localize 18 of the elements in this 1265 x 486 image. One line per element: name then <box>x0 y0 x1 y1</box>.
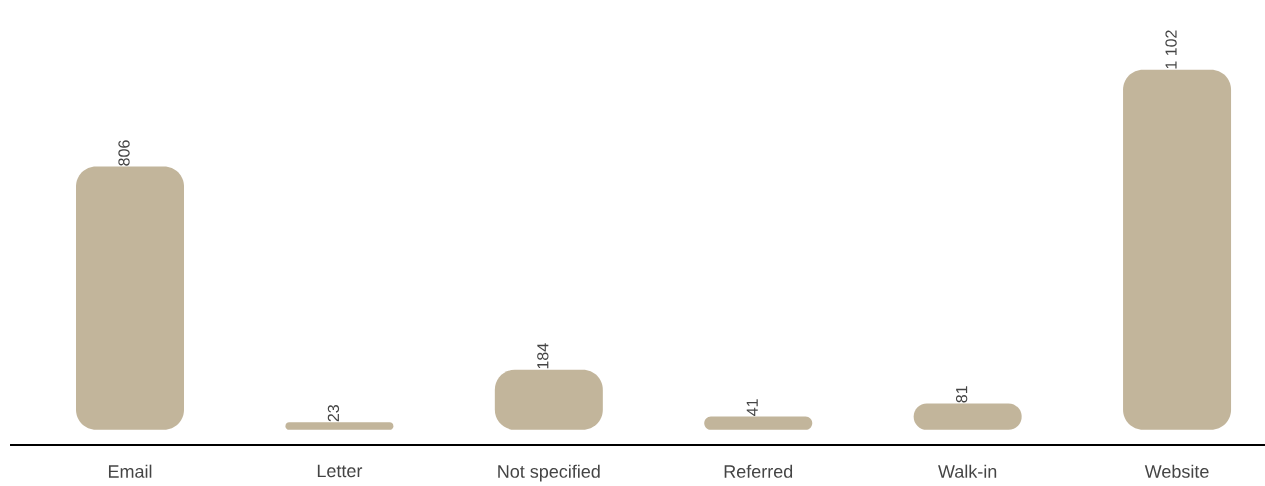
data-label: 1 102 <box>1165 30 1177 69</box>
bar <box>494 369 603 430</box>
bar <box>285 422 394 430</box>
data-label: 41 <box>746 399 758 416</box>
data-label: 81 <box>955 386 968 403</box>
bar <box>704 416 813 430</box>
x-tick-label: Walk-in <box>938 464 997 478</box>
data-label: 23 <box>327 405 340 422</box>
data-label: 806 <box>118 140 130 166</box>
bar <box>913 403 1022 430</box>
bar <box>1123 69 1232 430</box>
x-tick-label: Website <box>1144 464 1209 478</box>
x-tick-label: Email <box>108 464 152 478</box>
data-label: 184 <box>537 343 549 369</box>
x-tick-label: Not specified <box>498 464 600 482</box>
x-tick-label: Letter <box>317 464 363 478</box>
x-tick-label: Referred <box>724 464 793 478</box>
bar <box>76 166 185 430</box>
